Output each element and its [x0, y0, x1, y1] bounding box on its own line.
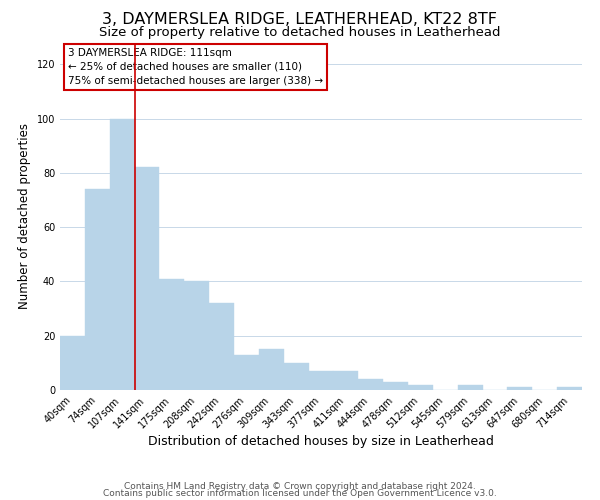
Bar — [358, 379, 383, 390]
Bar — [234, 354, 259, 390]
Bar — [110, 118, 134, 390]
Bar — [134, 168, 160, 390]
Y-axis label: Number of detached properties: Number of detached properties — [18, 123, 31, 309]
Bar — [259, 350, 284, 390]
Text: Size of property relative to detached houses in Leatherhead: Size of property relative to detached ho… — [99, 26, 501, 39]
Text: Contains public sector information licensed under the Open Government Licence v3: Contains public sector information licen… — [103, 489, 497, 498]
Bar — [209, 303, 234, 390]
Bar — [334, 371, 358, 390]
Bar — [557, 388, 582, 390]
Text: 3, DAYMERSLEA RIDGE, LEATHERHEAD, KT22 8TF: 3, DAYMERSLEA RIDGE, LEATHERHEAD, KT22 8… — [103, 12, 497, 28]
Bar — [308, 371, 334, 390]
Bar — [383, 382, 408, 390]
Bar — [85, 189, 110, 390]
Bar — [408, 384, 433, 390]
Bar — [508, 388, 532, 390]
Bar — [60, 336, 85, 390]
Bar — [284, 363, 308, 390]
X-axis label: Distribution of detached houses by size in Leatherhead: Distribution of detached houses by size … — [148, 436, 494, 448]
Bar — [458, 384, 482, 390]
Bar — [184, 282, 209, 390]
Bar — [160, 278, 184, 390]
Text: Contains HM Land Registry data © Crown copyright and database right 2024.: Contains HM Land Registry data © Crown c… — [124, 482, 476, 491]
Text: 3 DAYMERSLEA RIDGE: 111sqm
← 25% of detached houses are smaller (110)
75% of sem: 3 DAYMERSLEA RIDGE: 111sqm ← 25% of deta… — [68, 48, 323, 86]
